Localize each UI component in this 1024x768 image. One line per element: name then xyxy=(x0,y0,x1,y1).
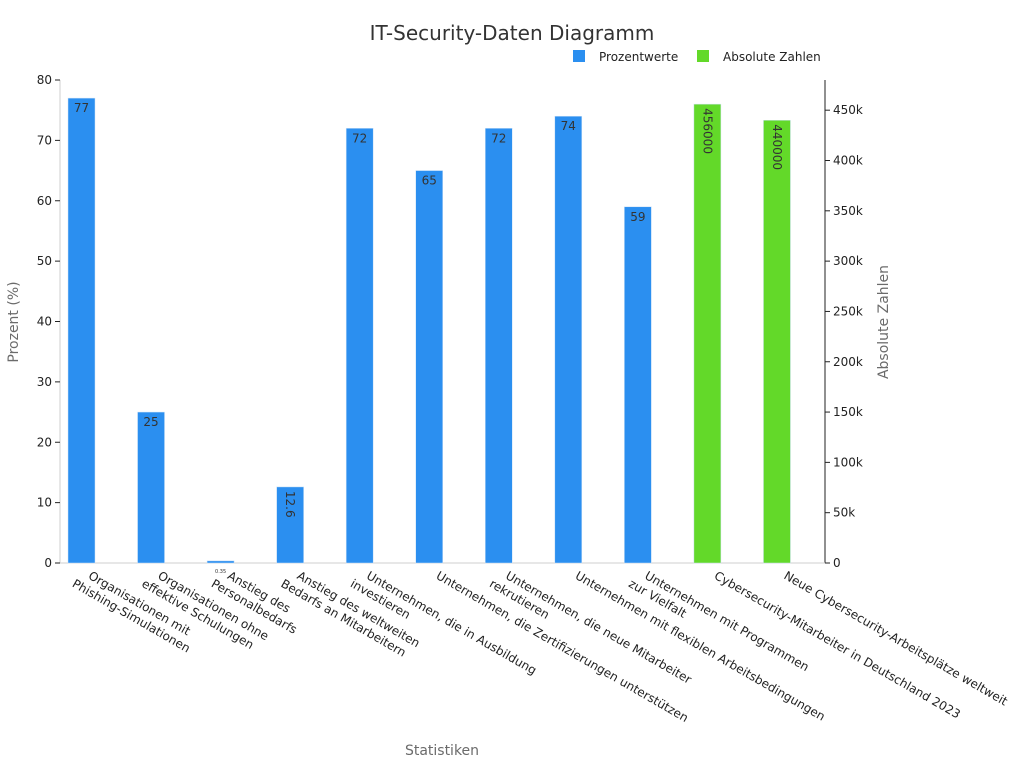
data-label-8: 59 xyxy=(630,210,645,224)
y-right-tick-label: 0 xyxy=(833,556,841,570)
legend-label-1: Absolute Zahlen xyxy=(723,50,821,64)
y-left-tick-label: 20 xyxy=(37,435,52,449)
y-right-tick-label: 350k xyxy=(833,204,863,218)
y-right-tick-label: 100k xyxy=(833,455,863,469)
bar-prozentwerte-5 xyxy=(415,170,443,564)
bars: 77 25 0.35 12.6 72 65 72 74 59 456000 440000 xyxy=(67,97,791,575)
y-right-tick-label: 150k xyxy=(833,405,863,419)
y-right-tick-label: 200k xyxy=(833,355,863,369)
y-right-tick-label: 250k xyxy=(833,304,863,318)
y-right-tick-label: 400k xyxy=(833,154,863,168)
x-tick-label-line: Unternehmen mit flexiblen Arbeitsbedingu… xyxy=(573,568,828,723)
data-label-0: 77 xyxy=(74,101,89,115)
y-axis-title-left: Prozent (%) xyxy=(6,281,22,362)
data-label-5: 65 xyxy=(422,174,437,188)
data-label-3: 12.6 xyxy=(283,491,297,518)
bar-prozentwerte-4 xyxy=(345,128,374,564)
y-left-tick-label: 40 xyxy=(37,315,52,329)
bar-absolute-zahlen-10 xyxy=(763,120,791,564)
x-tick-label-7: Unternehmen mit flexiblen Arbeitsbedingu… xyxy=(573,568,828,723)
axes: 0 10 20 30 40 50 60 70 80 0 50k 100k 150k 200k 250k 300… xyxy=(37,73,863,570)
data-label-7: 74 xyxy=(561,119,576,133)
y-left-tick-label: 30 xyxy=(37,375,52,389)
data-label-9: 456000 xyxy=(700,108,714,154)
legend-label-0: Prozentwerte xyxy=(599,50,678,64)
bar-prozentwerte-1 xyxy=(137,411,165,564)
bar-absolute-zahlen-9 xyxy=(693,103,722,564)
legend-swatch-0 xyxy=(573,50,585,62)
legend-swatch-1 xyxy=(697,50,709,62)
y-left-tick-label: 70 xyxy=(37,133,52,147)
data-label-4: 72 xyxy=(352,131,367,145)
data-label-1: 25 xyxy=(143,415,158,429)
bar-prozentwerte-6 xyxy=(485,128,513,564)
bar-prozentwerte-3 xyxy=(276,486,304,564)
x-tick-label-line: Cybersecurity-Mitarbeiter in Deutschland… xyxy=(712,568,963,721)
y-left-tick-label: 60 xyxy=(37,194,52,208)
chart-title: IT-Security-Daten Diagramm xyxy=(370,21,655,45)
y-right-tick-label: 50k xyxy=(833,506,855,520)
x-tick-labels: Organisationen mitPhishing-SimulationenO… xyxy=(70,568,1010,724)
y-left-tick-label: 10 xyxy=(37,496,52,510)
x-tick-label-9: Cybersecurity-Mitarbeiter in Deutschland… xyxy=(712,568,963,721)
y-right-tick-label: 300k xyxy=(833,254,863,268)
data-label-10: 440000 xyxy=(770,124,784,170)
y-axis-title-right: Absolute Zahlen xyxy=(876,265,892,379)
bar-prozentwerte-8 xyxy=(624,206,652,564)
data-label-6: 72 xyxy=(491,131,506,145)
legend: Prozentwerte Absolute Zahlen xyxy=(573,50,821,64)
bar-prozentwerte-2 xyxy=(206,560,235,564)
y-right-tick-label: 450k xyxy=(833,103,863,117)
bar-prozentwerte-7 xyxy=(554,115,583,564)
bar-prozentwerte-0 xyxy=(67,97,96,564)
x-axis-title: Statistiken xyxy=(405,743,479,759)
y-left-tick-label: 80 xyxy=(37,73,52,87)
y-left-tick-label: 50 xyxy=(37,254,52,268)
y-left-tick-label: 0 xyxy=(44,556,52,570)
data-label-2: 0.35 xyxy=(215,569,226,575)
